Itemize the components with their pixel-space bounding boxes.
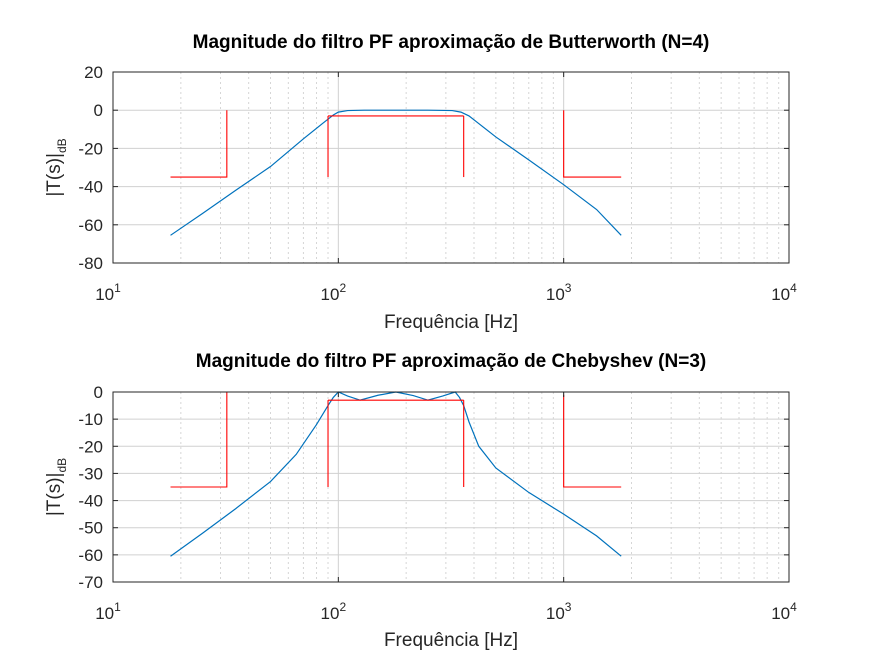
y-tick-label: -20 bbox=[78, 139, 103, 158]
x-axis-label: Frequência [Hz] bbox=[384, 312, 518, 333]
y-tick-label: -80 bbox=[78, 254, 103, 273]
y-tick-label: -40 bbox=[78, 178, 103, 197]
y-tick-label: 0 bbox=[94, 383, 103, 402]
x-tick-label: 104 bbox=[771, 281, 797, 304]
y-tick-label: -70 bbox=[78, 573, 103, 592]
subplot-1: 20 0 -20 -40 -60 -80 101 102 103 104 Magnitude do … bbox=[44, 32, 797, 333]
axes-frame bbox=[112, 71, 790, 264]
subplot-2: 0 -10 -20 -30 -40 -50 -60 -70 101 102 103 104 Magnit… bbox=[44, 351, 797, 651]
x-tick-label: 102 bbox=[321, 600, 347, 623]
x-tick-label: 101 bbox=[95, 600, 121, 623]
spec-mask-segment bbox=[563, 394, 622, 488]
x-tick-label: 104 bbox=[771, 600, 797, 623]
x-axis-label: Frequência [Hz] bbox=[384, 630, 518, 651]
response-line bbox=[170, 109, 622, 236]
x-tick-label: 101 bbox=[95, 281, 121, 304]
y-tick-label: 0 bbox=[94, 101, 103, 120]
spec-mask-segment bbox=[563, 110, 622, 178]
chart-title: Magnitude do filtro PF aproximação de Bu… bbox=[193, 32, 710, 53]
y-tick-label: -50 bbox=[78, 519, 103, 538]
plot-area bbox=[113, 72, 789, 263]
x-tick-label: 103 bbox=[546, 281, 572, 304]
x-tick-label: 103 bbox=[546, 600, 572, 623]
y-tick-label: -60 bbox=[78, 216, 103, 235]
spec-mask-segment bbox=[170, 392, 228, 488]
chart-title: Magnitude do filtro PF aproximação de Ch… bbox=[196, 351, 706, 372]
y-axis-label: |T(s)|dB bbox=[44, 138, 69, 196]
y-tick-label: -10 bbox=[78, 410, 103, 429]
y-tick-label: 20 bbox=[84, 63, 103, 82]
axes-frame bbox=[112, 391, 790, 583]
x-tick-label: 102 bbox=[321, 281, 347, 304]
y-tick-label: -40 bbox=[78, 492, 103, 511]
spec-mask-segment bbox=[170, 110, 228, 178]
y-tick-label: -30 bbox=[78, 464, 103, 483]
y-tick-label: -60 bbox=[78, 546, 103, 565]
response-line bbox=[170, 391, 622, 557]
y-axis-label: |T(s)|dB bbox=[44, 458, 69, 516]
y-tick-label: -20 bbox=[78, 437, 103, 456]
